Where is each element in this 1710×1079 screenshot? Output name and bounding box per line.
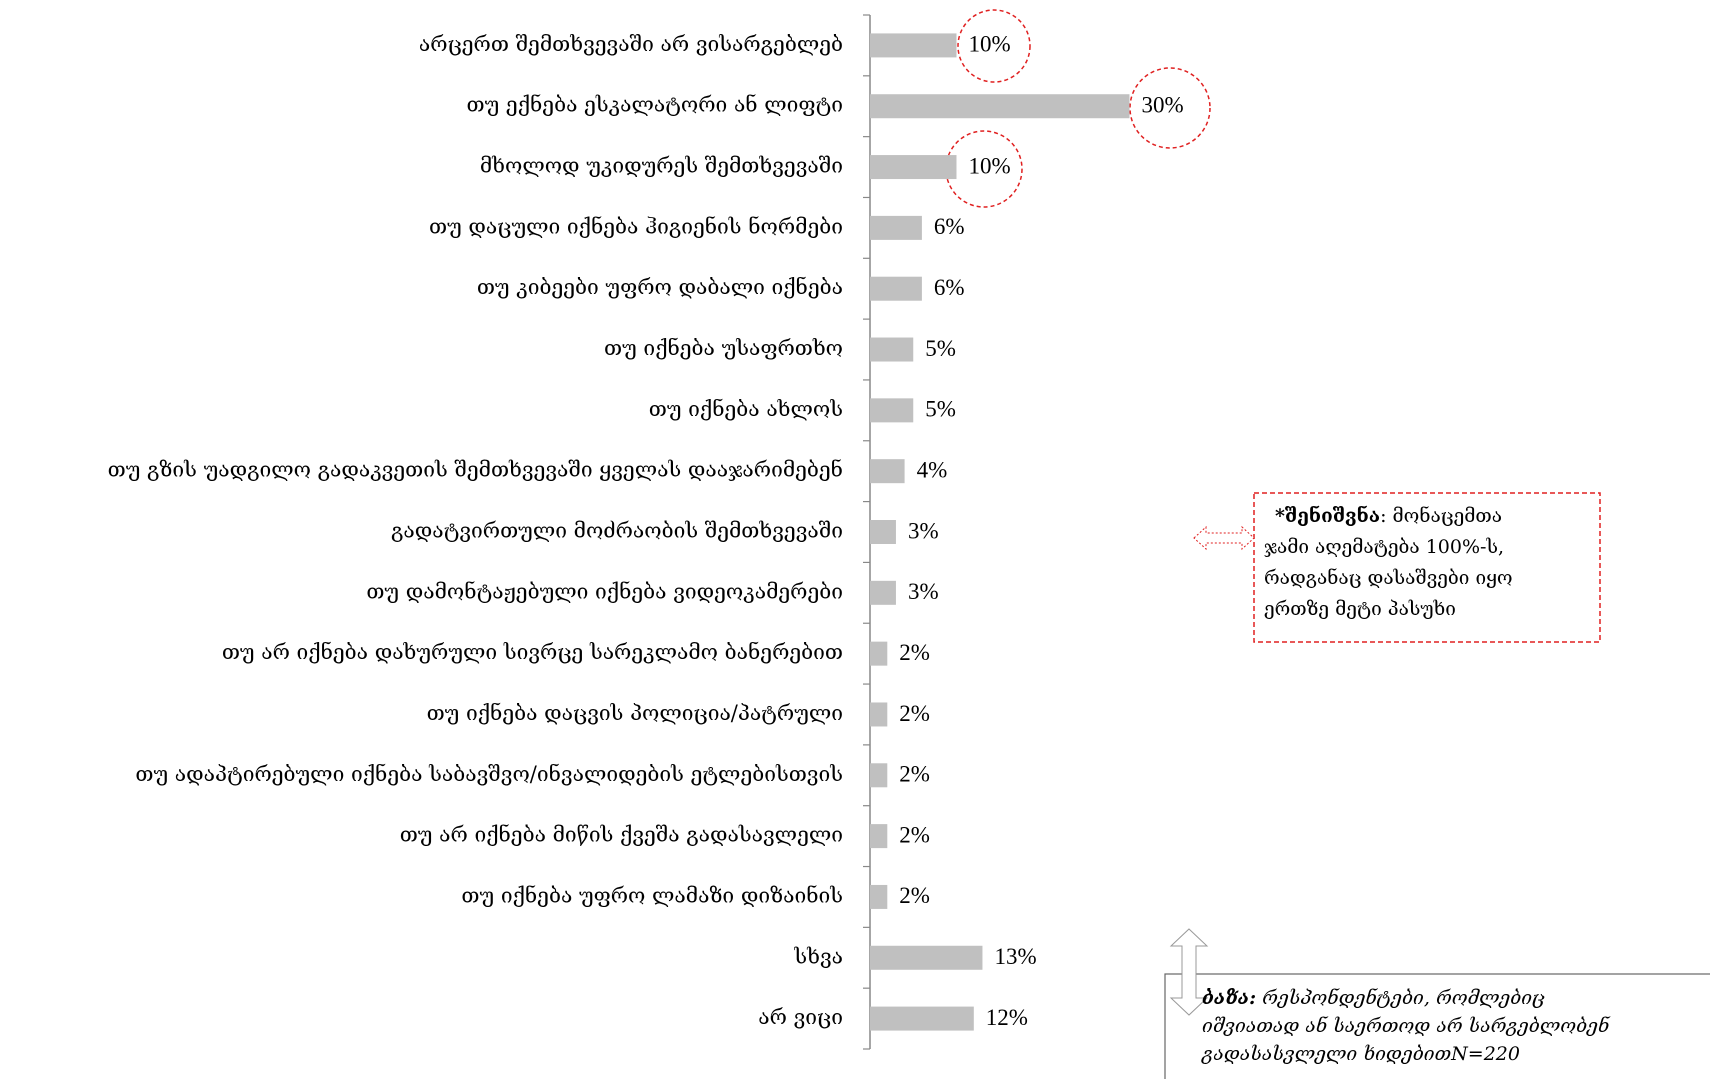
data-label: 3% xyxy=(908,579,939,604)
category-label: გადატვირთული მოძრაობის შემთხვევაში xyxy=(391,519,843,543)
data-label: 5% xyxy=(925,336,956,361)
category-label: თუ იქნება უსაფრთხო xyxy=(604,336,843,360)
bar xyxy=(870,945,983,970)
data-label: 3% xyxy=(908,518,939,543)
base-arrow xyxy=(1169,928,1209,1016)
bar xyxy=(870,520,896,544)
note-arrow xyxy=(1193,525,1255,551)
bar xyxy=(870,33,957,58)
data-label: 2% xyxy=(899,640,930,665)
base-line: იშვიათად ან საერთოდ არ სარგებლობენ xyxy=(1202,1015,1611,1037)
note-line: ჯამი აღემატება 100%-ს, xyxy=(1264,536,1504,558)
category-label: თუ იქნება დაცვის პოლიცია/პატრული xyxy=(427,701,843,725)
category-label: თუ გზის უადგილო გადაკვეთის შემთხვევაში ყ… xyxy=(108,458,843,482)
category-label: არ ვიცი xyxy=(758,1005,843,1029)
data-label: 12% xyxy=(986,1005,1028,1030)
category-label: თუ არ იქნება მიწის ქვეშა გადასავლელი xyxy=(400,823,843,847)
note-line: ერთზე მეტი პასუხი xyxy=(1264,598,1456,620)
data-label: 10% xyxy=(969,153,1011,178)
bar xyxy=(870,702,888,727)
category-label: თუ დამონტაჟებული იქნება ვიდეოკამერები xyxy=(366,579,843,603)
category-label: თუ ადაპტირებული იქნება საბავშვო/ინვალიდე… xyxy=(135,762,843,786)
data-label: 2% xyxy=(899,762,930,787)
data-label: 10% xyxy=(969,32,1011,57)
category-label: თუ ექნება ესკალატორი ან ლიფტი xyxy=(467,93,843,117)
note-box xyxy=(1253,492,1601,643)
bar xyxy=(870,337,914,362)
note-label: *შენიშვნა xyxy=(1275,504,1380,527)
bar xyxy=(870,824,888,849)
bar xyxy=(870,398,914,423)
base-line: გადასასვლელი ხიდებითN=220 xyxy=(1201,1043,1520,1065)
category-label: არცერთ შემთხვევაში არ ვისარგებლებ xyxy=(419,32,843,56)
base-text: ბაზა: რესპონდენტები, რომლებიც xyxy=(1202,987,1545,1009)
bar xyxy=(870,459,905,484)
category-label: სხვა xyxy=(793,944,843,968)
data-label: 30% xyxy=(1142,93,1184,118)
data-label: 13% xyxy=(994,944,1036,969)
highlight-circle xyxy=(957,9,1031,83)
category-label: მხოლოდ უკიდურეს შემთხვევაში xyxy=(480,154,843,178)
bar xyxy=(870,155,957,180)
bar xyxy=(870,884,888,909)
bar xyxy=(870,94,1130,119)
base-label: ბაზა: xyxy=(1202,987,1256,1009)
highlight-circle xyxy=(1129,67,1211,149)
note-text: *შენიშვნა: მონაცემთა xyxy=(1275,504,1502,527)
note-line: : მონაცემთა xyxy=(1380,505,1502,527)
data-label: 4% xyxy=(917,457,948,482)
bar xyxy=(870,276,922,301)
base-line: რესპონდენტები, რომლებიც xyxy=(1256,987,1545,1009)
base-box xyxy=(1164,973,1710,1079)
bar xyxy=(870,1006,974,1031)
bar xyxy=(870,641,888,666)
data-label: 2% xyxy=(899,701,930,726)
category-label: თუ კიბეები უფრო დაბალი იქნება xyxy=(477,275,843,299)
category-label: თუ იქნება უფრო ლამაზი დიზაინის xyxy=(461,883,843,907)
bar xyxy=(870,580,896,605)
note-line: რადგანაც დასაშვები იყო xyxy=(1264,567,1513,589)
category-label: თუ იქნება ახლოს xyxy=(649,397,843,421)
data-label: 2% xyxy=(899,883,930,908)
data-label: 6% xyxy=(934,214,965,239)
data-label: 5% xyxy=(925,397,956,422)
data-label: 6% xyxy=(934,275,965,300)
bar xyxy=(870,215,922,240)
category-label: თუ არ იქნება დახურული სივრცე სარეკლამო ბ… xyxy=(222,640,843,664)
bar xyxy=(870,763,888,788)
data-label: 2% xyxy=(899,822,930,847)
category-label: თუ დაცული იქნება ჰიგიენის ნორმები xyxy=(429,214,843,238)
